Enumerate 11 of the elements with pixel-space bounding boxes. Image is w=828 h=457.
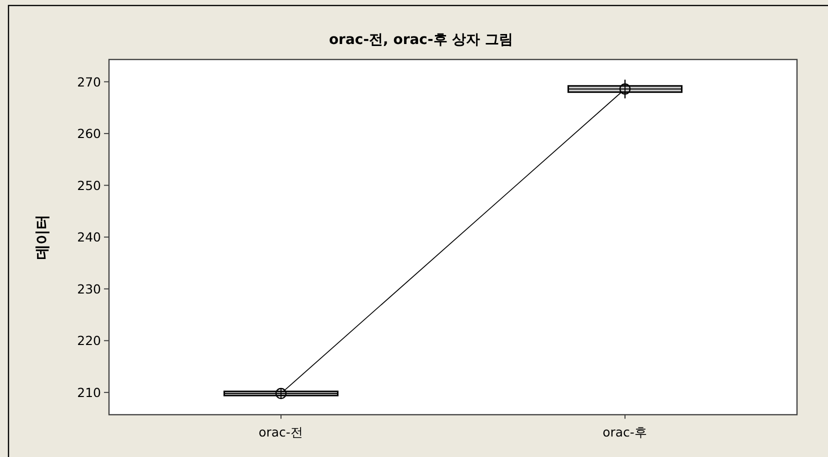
xtick-label: orac-전 xyxy=(258,424,304,440)
ylabel: 데이터 xyxy=(33,214,51,260)
ytick-label: 220 xyxy=(77,333,101,348)
ytick-label: 210 xyxy=(77,384,101,400)
ytick-label: 240 xyxy=(77,230,101,245)
ytick-label: 260 xyxy=(77,126,101,142)
title: orac-전, orac-후 상자 그림 xyxy=(328,32,514,48)
xtick-label: orac-후 xyxy=(602,424,648,440)
ytick-label: 230 xyxy=(77,281,101,296)
ytick-label: 250 xyxy=(77,178,101,193)
ytick-label: 270 xyxy=(77,74,101,90)
